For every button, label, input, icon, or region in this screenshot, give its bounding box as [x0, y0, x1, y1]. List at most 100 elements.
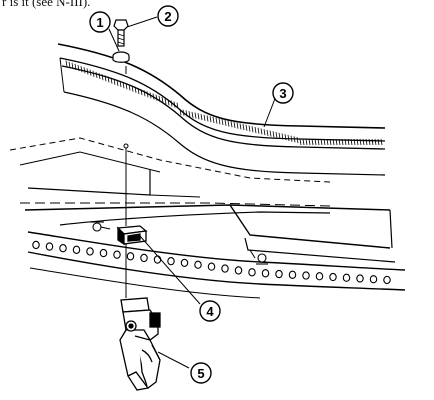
- panel-rib: [356, 138, 359, 146]
- panel-rib: [263, 129, 266, 136]
- rail-hole: [275, 269, 283, 279]
- callout-3: 3: [272, 82, 294, 104]
- screw-part: [113, 19, 129, 47]
- panel-rib: [101, 74, 104, 81]
- panel-rib: [116, 79, 119, 86]
- panel-rib: [257, 127, 260, 134]
- panel-rib: [308, 138, 311, 146]
- rail-hole: [356, 274, 364, 283]
- rail-hole: [45, 242, 54, 251]
- rail-hole: [140, 253, 148, 263]
- rail-hole: [315, 272, 324, 281]
- rail-hole: [86, 247, 94, 256]
- panel-rib: [131, 85, 134, 92]
- panel-rib: [113, 78, 116, 85]
- panel-rib: [236, 122, 239, 129]
- panel-rib: [260, 128, 263, 135]
- panel-rib: [377, 138, 380, 146]
- panel-rib: [170, 100, 173, 107]
- panel-rib: [341, 138, 344, 146]
- panel-rib: [224, 119, 227, 126]
- callout-3-number: 3: [279, 86, 286, 101]
- panel-rib: [230, 121, 233, 128]
- panel-rib: [281, 133, 284, 140]
- panel-rib: [119, 80, 122, 88]
- rail-hole: [194, 260, 202, 269]
- panel-rib: [191, 111, 194, 118]
- panel-rib: [233, 121, 236, 129]
- panel-rib: [158, 95, 161, 102]
- panel-rib: [359, 138, 362, 146]
- panel-rib: [344, 138, 347, 146]
- panel-rib: [365, 138, 368, 146]
- rail-hole: [248, 268, 256, 277]
- panel-rib: [272, 131, 275, 138]
- panel-rib: [329, 138, 332, 146]
- panel-rib: [323, 138, 326, 146]
- panel-rib-texture: [65, 60, 383, 146]
- panel-rib: [290, 135, 293, 142]
- panel-rib: [203, 114, 206, 121]
- panel-rib: [305, 138, 308, 146]
- frame-mounting-screw-left: [90, 221, 111, 232]
- panel-rib: [107, 76, 110, 83]
- panel-rib: [296, 137, 299, 144]
- panel-rib: [284, 134, 287, 141]
- panel-rib: [122, 82, 125, 89]
- panel-rib: [314, 138, 317, 146]
- callout-1: 1: [89, 11, 111, 33]
- rail-hole: [302, 271, 310, 280]
- panel-rib: [218, 118, 221, 125]
- rail-hole: [32, 240, 40, 250]
- rail-hole: [221, 264, 229, 273]
- rail-hole: [180, 258, 189, 268]
- panel-rib: [95, 71, 98, 78]
- panel-rib: [380, 138, 383, 146]
- rail-hole: [383, 275, 391, 285]
- panel-rib: [80, 66, 83, 73]
- panel-rib: [86, 68, 89, 75]
- panel-rib: [221, 119, 224, 126]
- panel-rib: [179, 108, 182, 116]
- rail-hole: [126, 252, 135, 261]
- panel-rib: [287, 134, 290, 141]
- panel-rib: [161, 96, 164, 104]
- panel-rib: [266, 129, 269, 136]
- latch-assembly-part: [119, 297, 161, 391]
- panel-rib: [98, 72, 101, 80]
- panel-rib: [362, 138, 365, 146]
- panel-rib: [149, 92, 152, 99]
- rail-hole: [288, 270, 297, 279]
- panel-rib: [293, 136, 296, 143]
- panel-rib: [68, 61, 71, 68]
- callout-1-number: 1: [96, 15, 103, 30]
- panel-rib: [350, 138, 353, 146]
- panel-rib: [83, 67, 86, 74]
- panel-rib: [302, 138, 305, 146]
- panel-rib: [155, 94, 158, 101]
- assembly-center-line: [123, 66, 129, 298]
- panel-rib: [353, 138, 356, 146]
- rail-hole: [261, 269, 270, 278]
- panel-rib: [335, 138, 338, 146]
- panel-rib: [212, 116, 215, 123]
- panel-rib: [143, 90, 146, 97]
- rail-hole: [234, 266, 243, 275]
- panel-rib: [194, 112, 197, 119]
- panel-rib: [227, 120, 230, 127]
- callout-5: 5: [190, 362, 212, 384]
- panel-rib: [146, 91, 149, 98]
- panel-rib: [134, 86, 137, 93]
- callout-2: 2: [157, 5, 179, 27]
- retainer-block-part: [116, 225, 148, 246]
- panel-rib: [269, 130, 272, 137]
- callout-4: 4: [199, 300, 221, 322]
- panel-rib: [368, 138, 371, 146]
- callout-5-number: 5: [197, 366, 204, 381]
- panel-rib: [338, 138, 341, 146]
- panel-rib: [254, 126, 257, 134]
- rail-hole: [369, 275, 378, 284]
- callout-4-number: 4: [206, 304, 214, 319]
- panel-rib: [128, 84, 131, 91]
